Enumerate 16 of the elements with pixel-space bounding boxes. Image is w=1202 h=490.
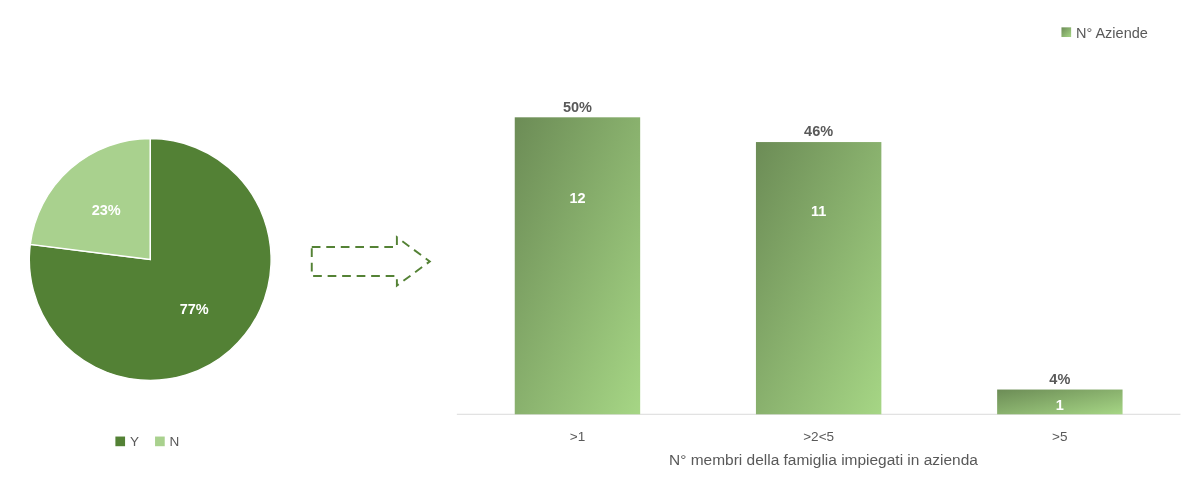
data-label: 23% (91, 201, 121, 218)
legend-label: N° Aziende (1075, 25, 1148, 42)
data-label: 1 (1055, 396, 1064, 413)
pie-slice (28, 137, 272, 382)
data-label: 12 (569, 190, 586, 207)
data-label: 77% (179, 301, 209, 318)
annotation: 4% (1049, 370, 1071, 387)
data-label: 11 (810, 202, 827, 219)
legend-label: N (169, 434, 180, 450)
x-tick-label: >1 (569, 429, 586, 445)
x-tick-label: >5 (1052, 429, 1068, 445)
annotation: 50% (562, 98, 593, 115)
legend-label: Y (129, 434, 139, 450)
x-axis-title: N° membri della famiglia impiegati in azienda (669, 450, 979, 468)
x-tick-label: >2<5 (803, 429, 835, 445)
annotation: 46% (804, 123, 834, 140)
